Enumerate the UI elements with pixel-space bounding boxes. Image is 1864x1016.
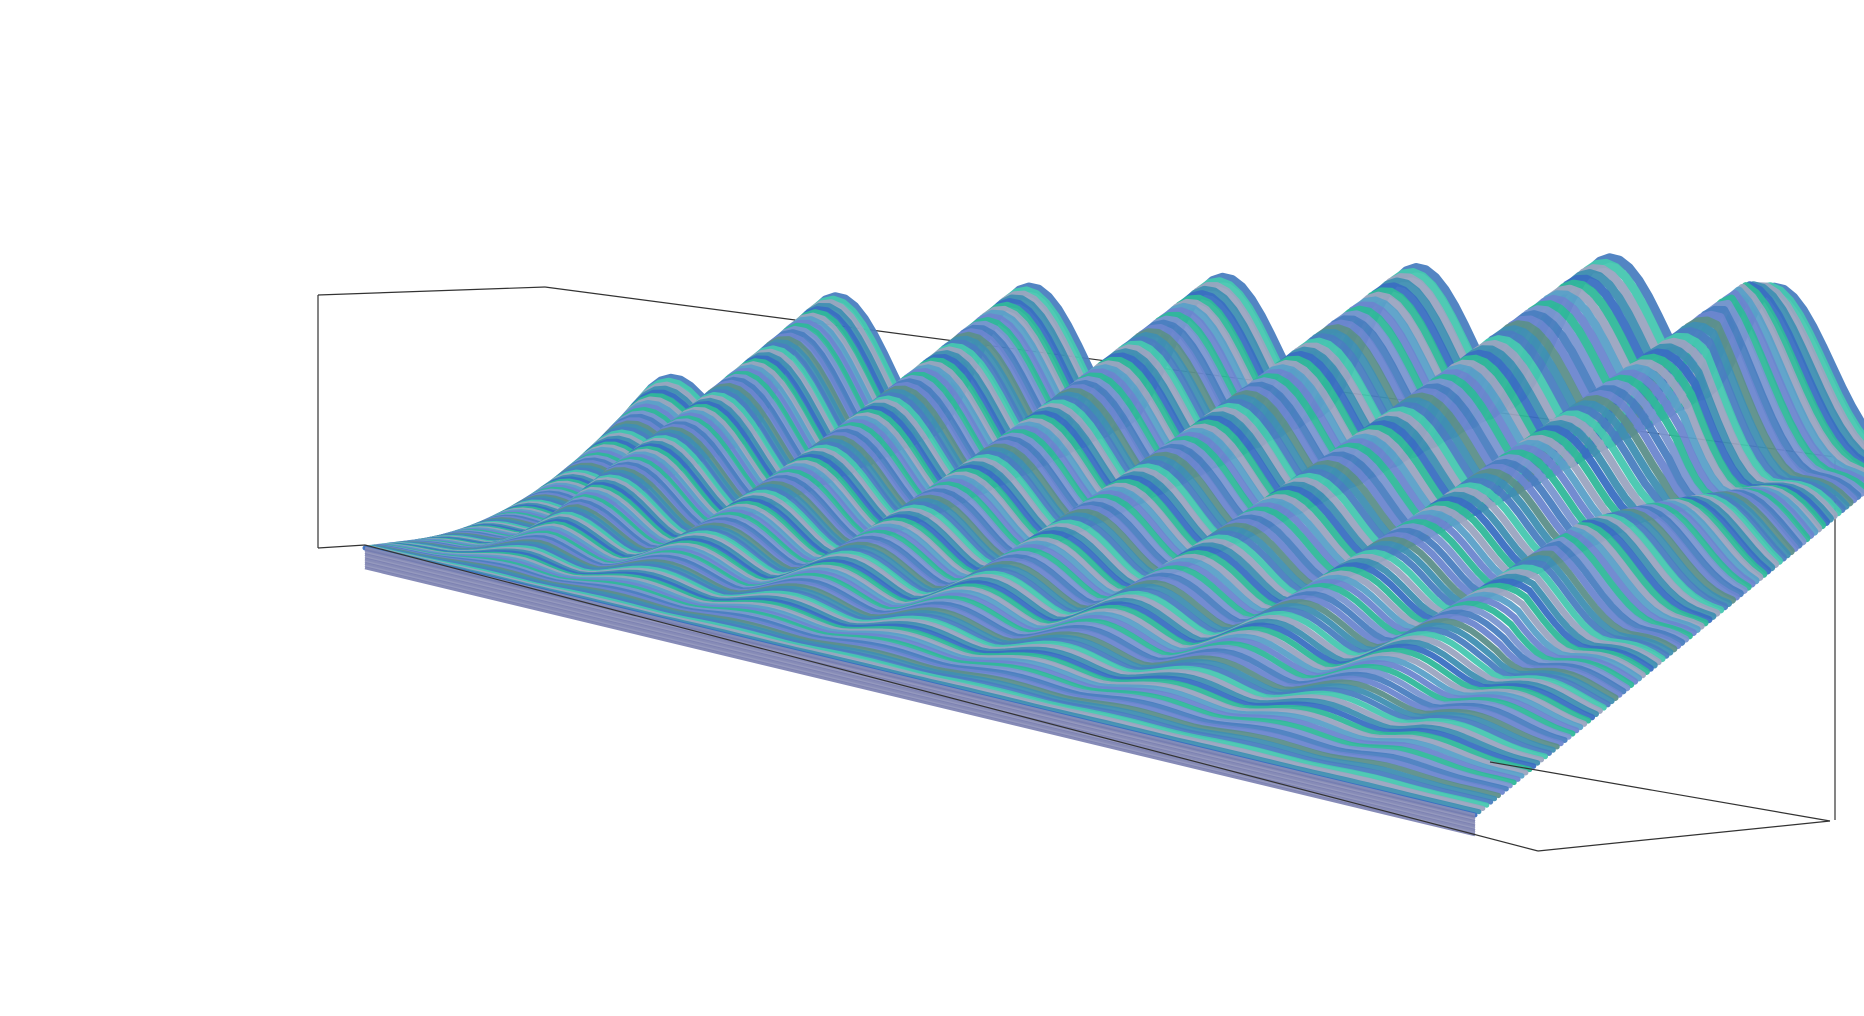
surface-front-stripe	[364, 557, 1476, 828]
bounding-box-front	[317, 544, 1831, 852]
surface-front-stripe	[364, 564, 1476, 835]
surface-front-stripe	[364, 553, 1476, 824]
bounding-box-edge	[364, 544, 1539, 852]
bounding-box-edge	[1489, 761, 1831, 822]
bounding-box-edge	[317, 544, 366, 549]
surface-front-stripe	[364, 566, 1476, 837]
surface-front-stripe	[364, 548, 1476, 819]
bounding-box-edge	[317, 286, 546, 296]
surface-front-stripe	[364, 559, 1476, 830]
bounding-box-edge	[1537, 820, 1831, 852]
surface-front-stripe	[364, 550, 1476, 821]
surface-mesh	[362, 253, 1864, 837]
surface-front-stripe	[364, 546, 1476, 817]
